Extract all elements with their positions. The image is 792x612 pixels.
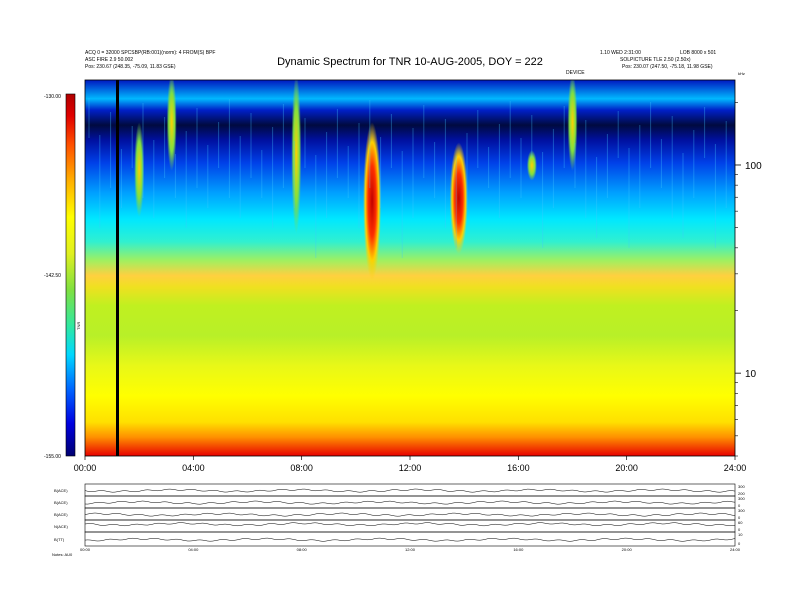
data-gap-line xyxy=(116,80,119,456)
device-marker-label: DEVICE xyxy=(566,70,585,76)
info-left-line2: ASC FIRE 2.9 50.002 xyxy=(85,57,134,63)
panel-1-right-tick-1: 0 xyxy=(738,503,741,508)
colorbar-tick-bottom: -155.00 xyxy=(44,454,61,460)
info-left-position: Pos: 230.67 (248.35, -75.09, 11.83 GSE) xyxy=(85,64,176,70)
panel-trace-0 xyxy=(84,488,736,493)
info-right-line1: 1.10 WED 2:31:00 xyxy=(600,50,641,56)
info-right-position: Pos: 230.07 (247.50, -75.18, 11.98 GSE) xyxy=(622,64,713,70)
panel-x-tick-label-5: 20:00 xyxy=(622,547,633,552)
spectrum-y-tick-label-0: 100 xyxy=(745,161,762,172)
spectrum-x-tick-label-2: 08:00 xyxy=(290,463,313,473)
colorbar xyxy=(65,93,76,457)
panel-x-tick-label-6: 24:00 xyxy=(730,547,741,552)
radio-burst-6 xyxy=(567,80,578,171)
spectrum-background xyxy=(85,80,735,456)
panel-3-right-tick-0: 60 xyxy=(738,520,743,525)
panel-label-0: B(ACE) xyxy=(54,488,68,493)
panel-label-3: N(ACE) xyxy=(54,524,68,529)
radio-burst-5 xyxy=(526,150,537,181)
radio-burst-4 xyxy=(291,80,302,234)
spectrum-x-tick-label-4: 16:00 xyxy=(507,463,530,473)
radio-burst-1 xyxy=(449,142,468,254)
panel-2-right-tick-0: 300 xyxy=(738,508,745,513)
panel-0-right-tick-1: 200 xyxy=(738,491,745,496)
panel-trace-3 xyxy=(84,522,736,527)
chart-title: Dynamic Spectrum for TNR 10-AUG-2005, DO… xyxy=(277,56,543,68)
spectrum-y-tick-label-1: 10 xyxy=(745,369,757,380)
panel-x-tick-label-3: 12:00 xyxy=(405,547,416,552)
colorbar-tick-top: -130.00 xyxy=(44,94,61,100)
panel-4-right-tick-1: 0 xyxy=(738,541,741,546)
spectrum-x-tick-label-5: 20:00 xyxy=(615,463,638,473)
panel-trace-2 xyxy=(84,512,736,517)
footer-note: Notes: AU0 xyxy=(52,552,73,557)
panel-frame-3 xyxy=(84,519,736,533)
spectrum-x-tick-label-3: 12:00 xyxy=(399,463,422,473)
panel-2-right-tick-1: 0 xyxy=(738,515,741,520)
radio-burst-3 xyxy=(166,80,177,171)
frequency-unit-label: kHz xyxy=(738,71,745,76)
panel-0-right-tick-0: 300 xyxy=(738,484,745,489)
panel-x-tick-label-4: 16:00 xyxy=(513,547,524,552)
ace-panels: B(ACE)300200B(ACE)3000B(ACE)3000N(ACE)60… xyxy=(54,483,745,547)
panel-x-tick-label-0: 00:00 xyxy=(80,547,91,552)
panel-frame-2 xyxy=(84,507,736,521)
radio-burst-0 xyxy=(363,122,382,280)
panel-trace-4 xyxy=(84,537,736,542)
info-right-line3: SOLPICTURE TLE 2.50 (2.50x) xyxy=(620,57,691,63)
panel-x-tick-label-2: 08:00 xyxy=(297,547,308,552)
panel-label-1: B(ACE) xyxy=(54,500,68,505)
panel-trace-1 xyxy=(84,500,736,505)
panel-label-4: B(TT) xyxy=(54,537,65,542)
info-left-line1: ACQ 0 = 32000 SPCSBP(RB:001)(norm): 4 FR… xyxy=(85,50,216,56)
colorbar-tick-mid: -142.50 xyxy=(44,273,61,279)
spectrum-x-tick-label-1: 04:00 xyxy=(182,463,205,473)
spectrum-y-ticks: 100 10 xyxy=(735,102,762,457)
spectrum-striations xyxy=(88,98,727,258)
info-right-line2: LOB 8000 x 501 xyxy=(680,50,717,56)
spectrum-x-tick-label-0: 00:00 xyxy=(74,463,97,473)
radio-burst-2 xyxy=(134,122,145,218)
panel-3-right-tick-1: 0 xyxy=(738,527,741,532)
panel-x-tick-label-1: 04:00 xyxy=(188,547,199,552)
panel-frame-4 xyxy=(84,531,736,547)
spectrum-x-tick-label-6: 24:00 xyxy=(724,463,747,473)
colorbar-label: TNR xyxy=(76,322,81,330)
panel-1-right-tick-0: 300 xyxy=(738,496,745,501)
panel-4-right-tick-0: 10 xyxy=(738,532,743,537)
panel-x-ticks: 00:00 04:00 08:00 12:00 16:00 20:00 24:00 xyxy=(80,547,741,552)
radio-bursts xyxy=(134,80,578,280)
panel-label-2: B(ACE) xyxy=(54,512,68,517)
spectrum-x-ticks: 00:00 04:00 08:00 12:00 16:00 20:00 24:00 xyxy=(74,456,747,473)
